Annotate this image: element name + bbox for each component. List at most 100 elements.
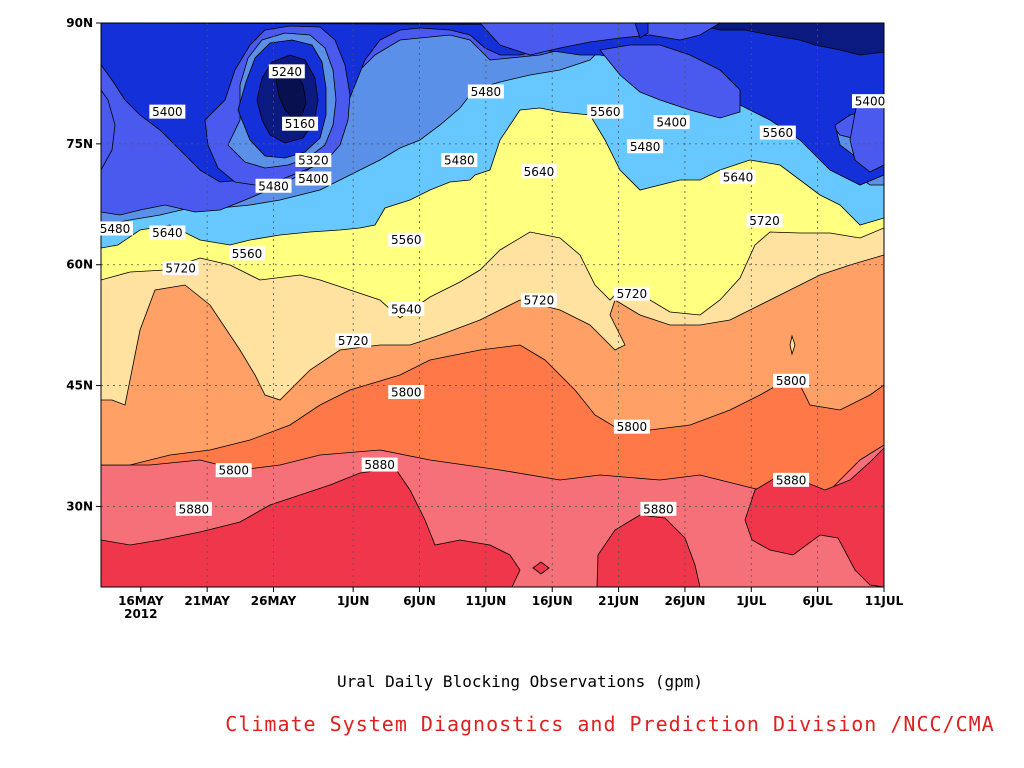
y-axis: 30N 45N 60N 75N 90N	[66, 16, 101, 513]
contour-label-text: 5800	[391, 386, 422, 400]
contour-label: 5320	[295, 152, 332, 167]
contour-label-text: 5880	[643, 502, 674, 516]
contour-label: 5640	[149, 225, 186, 240]
y-tick-label: 30N	[66, 499, 93, 513]
contour-label-bg	[97, 221, 133, 236]
contour-label-bg	[613, 419, 650, 434]
contour-label: 5240	[268, 64, 305, 79]
fill-region	[789, 334, 796, 356]
contour-label: 5560	[228, 246, 265, 261]
contour-label: 5400	[295, 171, 332, 186]
contour-label-text: 5800	[218, 464, 249, 478]
contour-label-bg	[295, 171, 332, 186]
contour-label-text: 5240	[272, 65, 303, 79]
contour-label-bg	[759, 125, 796, 140]
contour-label-text: 5400	[152, 105, 183, 119]
x-tick-label: 1JUN	[337, 594, 370, 608]
contour-label-bg	[149, 104, 186, 119]
x-tick-label: 26JUN	[664, 594, 705, 608]
contour-label: 5720	[746, 213, 783, 228]
y-tick-label: 45N	[66, 379, 93, 393]
contour-label-bg	[520, 293, 557, 308]
chart-title: Ural Daily Blocking Observations (gpm)	[336, 672, 704, 691]
contour-label-bg	[613, 286, 650, 301]
contour-label-bg	[295, 152, 332, 167]
plot-area	[101, 23, 884, 587]
contour-label-bg	[388, 385, 425, 400]
contour-label-text: 5480	[471, 85, 502, 99]
contour-label: 5480	[255, 178, 292, 193]
y-tick-label: 90N	[66, 16, 93, 30]
contour-label: 5480	[441, 152, 478, 167]
contour-label: 5640	[388, 302, 425, 317]
contour-label-text: 5640	[723, 170, 754, 184]
contour-label-bg	[361, 457, 398, 472]
contour-label-bg	[640, 501, 677, 516]
contour-label-text: 5480	[630, 140, 661, 154]
fill-region	[479, 23, 721, 56]
fill-region	[101, 89, 116, 171]
contour-label: 5800	[613, 419, 650, 434]
contour-label-text: 5320	[298, 153, 329, 167]
contour-label-bg	[255, 178, 292, 193]
x-tick-label: 11JUL	[865, 594, 904, 608]
contour-label-text: 5480	[100, 222, 131, 236]
contour-label: 5720	[335, 333, 372, 348]
contour-label: 5720	[162, 260, 199, 275]
contour-label-bg	[335, 333, 372, 348]
x-tick-label: 1JUL	[736, 594, 767, 608]
contour-label-bg	[441, 152, 478, 167]
contour-label-bg	[520, 164, 557, 179]
fill-region	[599, 44, 741, 119]
contour-label-text: 5640	[152, 226, 183, 240]
contour-label-text: 5560	[590, 105, 621, 119]
contour-label: 5400	[852, 94, 888, 109]
contour-label-bg	[162, 260, 199, 275]
contour-label-text: 5560	[763, 126, 794, 140]
contour-label-text: 5160	[285, 117, 316, 131]
contour-label-text: 5480	[444, 153, 475, 167]
credit-line: Climate System Diagnostics and Predictio…	[225, 712, 995, 736]
contour-label: 5640	[720, 169, 757, 184]
x-tick-year-label: 2012	[124, 607, 157, 621]
x-tick-label: 26MAY	[251, 594, 297, 608]
contour-label-bg	[149, 225, 186, 240]
contour-label: 5400	[653, 115, 690, 130]
contour-label-bg	[268, 64, 305, 79]
contour-label-text: 5560	[391, 233, 422, 247]
y-tick-label: 60N	[66, 258, 93, 272]
contour-label-bg	[467, 84, 504, 99]
x-tick-label: 6JUL	[803, 594, 834, 608]
contour-label-bg	[773, 373, 810, 388]
contour-label: 5480	[97, 221, 133, 236]
contour-label: 5160	[282, 116, 319, 131]
plot-frame	[100, 22, 885, 588]
contour-label: 5640	[520, 164, 557, 179]
contour-label-text: 5800	[617, 420, 648, 434]
fill-region	[532, 561, 550, 575]
y-tick-label: 75N	[66, 137, 93, 151]
contour-label-bg	[282, 116, 319, 131]
contour-label-bg	[852, 94, 888, 109]
fill-region	[101, 23, 884, 56]
contour-label-text: 5400	[855, 95, 886, 109]
contour-label-bg	[746, 213, 783, 228]
fill-region	[101, 467, 521, 587]
contour-label: 5560	[587, 104, 624, 119]
contour-label: 5560	[759, 125, 796, 140]
contour-label: 5720	[520, 293, 557, 308]
contour-label-text: 5880	[776, 473, 807, 487]
contour-label-bg	[627, 139, 664, 154]
x-tick-label: 6JUN	[403, 594, 436, 608]
contour-label: 5800	[215, 463, 252, 478]
contour-labels: 5240 5160 5400 5320 5400 5480 5480 5640 5560 5720…	[97, 64, 888, 516]
contour-label-bg	[773, 472, 810, 487]
contour-label: 5480	[627, 139, 664, 154]
x-tick-label: 11JUN	[465, 594, 506, 608]
contour-label: 5560	[388, 232, 425, 247]
contour-label-text: 5560	[232, 247, 263, 261]
contour-label: 5880	[640, 501, 677, 516]
x-tick-label: 16MAY	[118, 594, 164, 608]
fill-region	[634, 23, 649, 39]
